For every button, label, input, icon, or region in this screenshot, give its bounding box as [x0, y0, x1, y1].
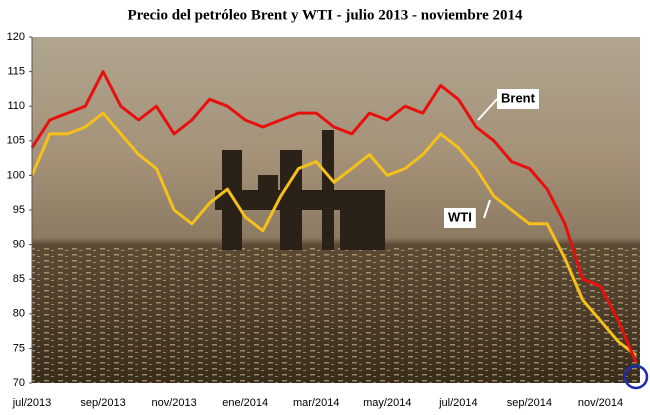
callout-arrow [477, 98, 498, 121]
x-tick-label: jul/2014 [438, 397, 478, 409]
x-tick-label: sep/2013 [80, 397, 125, 409]
x-tick-label: jul/2013 [12, 397, 52, 409]
x-tick-label: may/2014 [363, 397, 411, 409]
line-brent [30, 70, 638, 363]
y-tick-label: 120 [7, 31, 25, 43]
y-tick-label: 85 [13, 273, 25, 285]
y-tick-label: 90 [13, 239, 25, 251]
line-wti [30, 111, 637, 357]
x-tick-label: ene/2014 [222, 397, 268, 409]
callout-arrow [483, 199, 491, 219]
x-tick-label: mar/2014 [293, 397, 339, 409]
legend-label: WTI [448, 209, 472, 224]
legend-box [497, 89, 539, 109]
x-tick-label: sep/2014 [507, 397, 552, 409]
y-tick-label: 75 [13, 342, 25, 354]
y-tick-label: 110 [7, 100, 25, 112]
y-tick-label: 95 [13, 204, 25, 216]
x-tick-label: nov/2014 [578, 397, 623, 409]
y-tick-label: 105 [7, 135, 25, 147]
legend-box [444, 208, 476, 228]
chart-title: Precio del petróleo Brent y WTI - julio … [127, 7, 523, 23]
y-tick-label: 100 [7, 169, 25, 181]
highlight-circle [623, 364, 649, 390]
y-tick-label: 70 [13, 377, 25, 389]
y-tick-label: 80 [13, 308, 25, 320]
oil-platform [215, 130, 385, 250]
y-tick-label: 115 [7, 66, 25, 78]
sea-glint [32, 245, 640, 383]
x-tick-label: nov/2013 [151, 397, 196, 409]
legend-label: Brent [501, 90, 536, 105]
